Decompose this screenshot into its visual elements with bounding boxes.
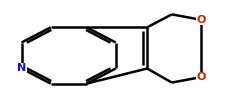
Text: N: N [17,63,26,73]
Text: O: O [196,72,206,82]
Text: O: O [196,15,206,25]
